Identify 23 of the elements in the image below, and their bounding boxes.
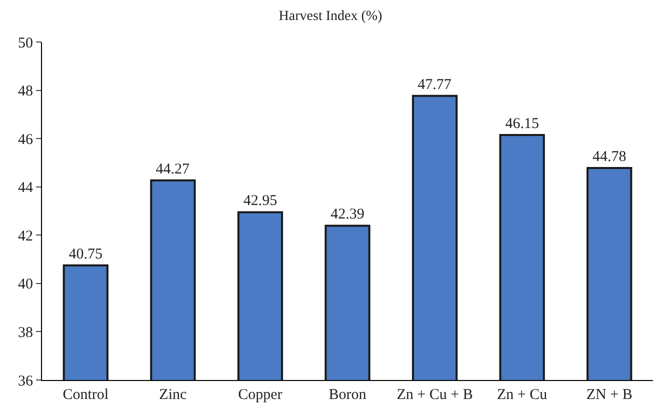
x-tick-label: Zn + Cu	[497, 387, 548, 403]
y-tick-label: 46	[18, 132, 34, 148]
x-tick-label: ZN + B	[586, 387, 632, 403]
data-label: 42.39	[330, 206, 364, 223]
y-tick-label: 48	[18, 84, 33, 100]
data-label: 42.95	[243, 193, 278, 210]
x-tick-label: Boron	[328, 387, 367, 403]
y-tick-label: 40	[18, 276, 33, 293]
x-tick-label: Control	[62, 387, 109, 403]
chart-title: Harvest Index (%)	[278, 9, 383, 24]
y-tick-label: 36	[18, 373, 34, 390]
y-tick-label: 44	[18, 180, 34, 196]
data-label: 47.77	[418, 76, 452, 93]
y-tick-label: 50	[18, 35, 33, 52]
data-label: 46.15	[505, 116, 539, 132]
data-label: 40.75	[68, 246, 103, 262]
y-tick-label: 42	[18, 228, 33, 244]
y-tick-label: 38	[18, 324, 33, 341]
x-tick-label: Copper	[238, 387, 282, 403]
x-tick-label: Zinc	[159, 387, 188, 403]
x-tick-label: Zn + Cu + B	[396, 387, 473, 403]
data-label: 44.78	[592, 149, 626, 166]
data-label: 44.27	[156, 161, 190, 178]
